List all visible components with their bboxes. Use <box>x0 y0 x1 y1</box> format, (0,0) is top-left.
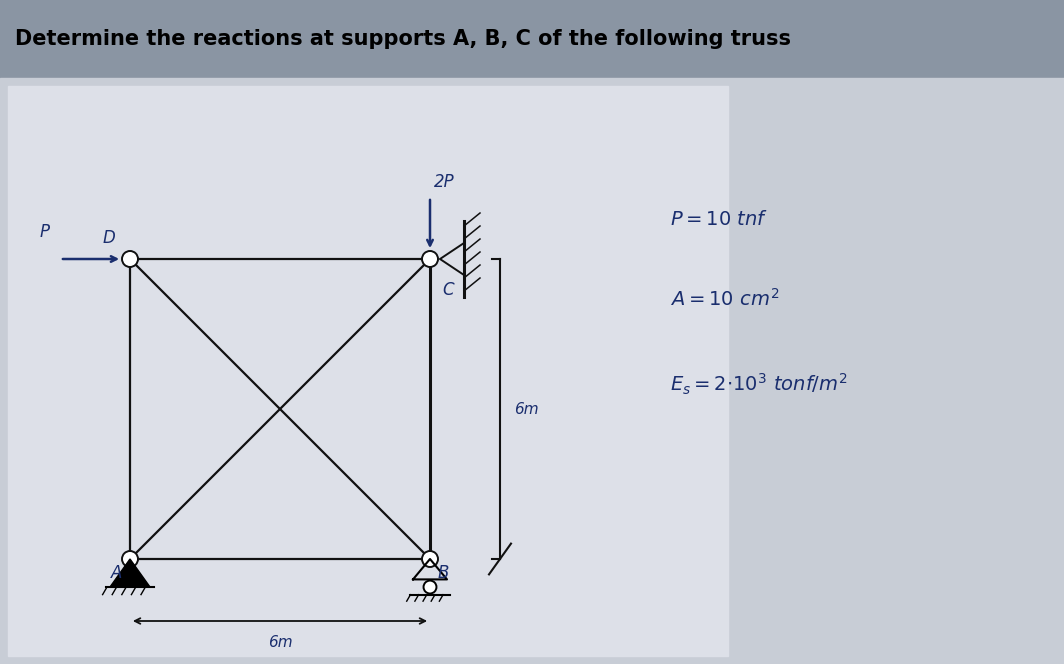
Bar <box>9 86 728 656</box>
Text: $E_s = 2{\cdot}10^3 \ tonf/m^2$: $E_s = 2{\cdot}10^3 \ tonf/m^2$ <box>670 371 848 396</box>
Text: 6m: 6m <box>268 635 293 650</box>
Text: $A = 10 \ cm^2$: $A = 10 \ cm^2$ <box>670 288 779 310</box>
Polygon shape <box>110 559 150 587</box>
Circle shape <box>422 251 438 267</box>
Text: A: A <box>111 564 122 582</box>
Circle shape <box>122 551 138 567</box>
Text: Determine the reactions at supports A, B, C of the following truss: Determine the reactions at supports A, B… <box>15 29 791 49</box>
Text: P: P <box>40 223 50 241</box>
Circle shape <box>423 580 436 594</box>
Text: $P = 10 \ tnf$: $P = 10 \ tnf$ <box>670 210 768 228</box>
Text: 2P: 2P <box>434 173 454 191</box>
Text: 6m: 6m <box>514 402 538 416</box>
Text: C: C <box>442 281 453 299</box>
Circle shape <box>122 251 138 267</box>
Circle shape <box>422 551 438 567</box>
Bar <box>0 78 1064 664</box>
Bar <box>0 0 1064 78</box>
Text: B: B <box>438 564 449 582</box>
Text: D: D <box>102 229 115 247</box>
